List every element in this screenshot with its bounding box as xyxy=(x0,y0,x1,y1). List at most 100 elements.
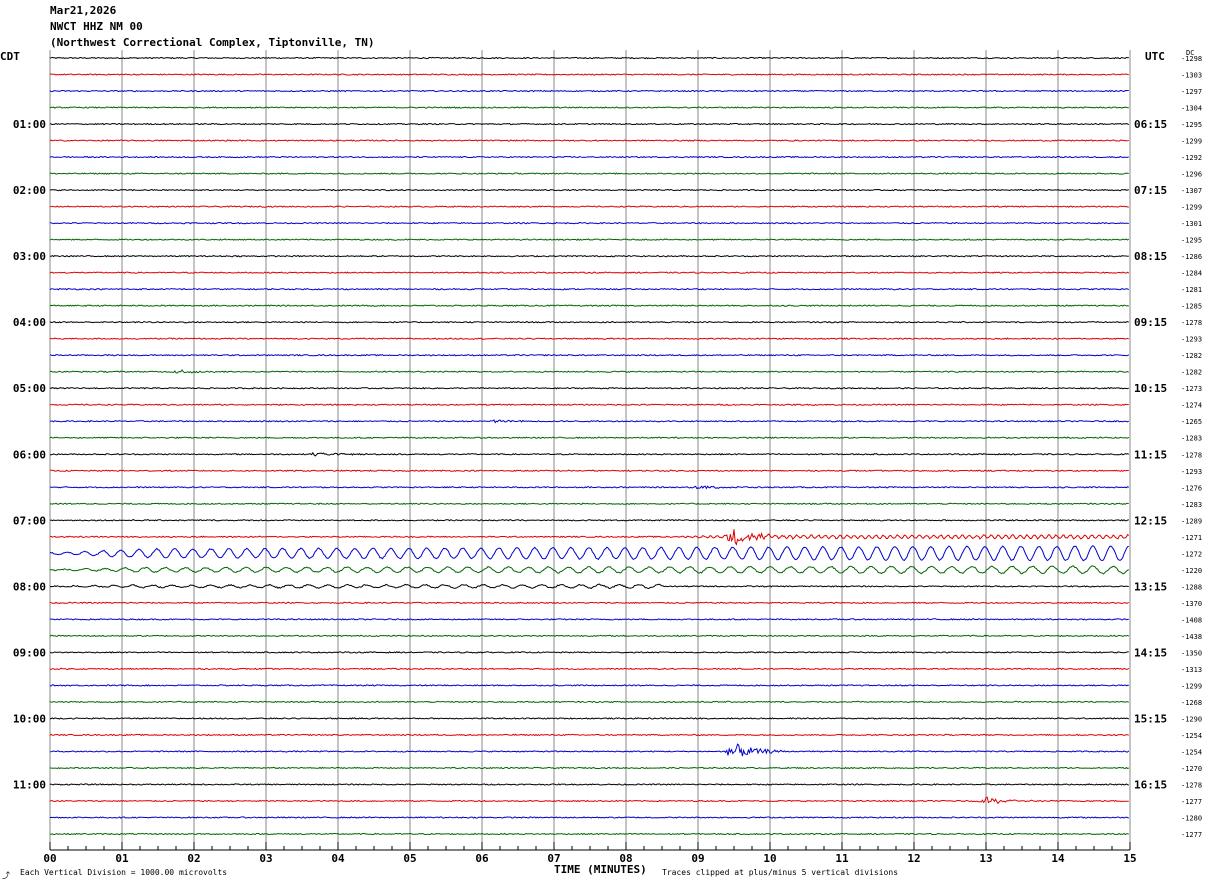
trace-row-21 xyxy=(49,403,1129,406)
trace-row-41 xyxy=(49,733,1129,737)
dc-offset-label: -1290 xyxy=(1181,715,1202,723)
trace-row-39 xyxy=(49,700,1130,704)
dc-offset-label: -1270 xyxy=(1181,765,1202,773)
dc-offset-label: -1299 xyxy=(1181,204,1202,212)
dc-offset-label: -1303 xyxy=(1181,72,1202,80)
trace-row-7 xyxy=(49,172,1129,175)
dc-offset-label: -1280 xyxy=(1181,814,1202,822)
trace-row-44 xyxy=(49,783,1129,786)
dc-offset-label: -1277 xyxy=(1181,831,1202,839)
trace-row-45 xyxy=(49,796,1129,805)
dc-offset-label: -1268 xyxy=(1181,699,1202,707)
dc-offset-label: -1370 xyxy=(1181,600,1202,608)
trace-row-17 xyxy=(49,337,1129,340)
x-tick-label: 11 xyxy=(835,852,849,865)
trace-row-26 xyxy=(49,485,1130,490)
dc-offset-label: -1438 xyxy=(1181,633,1202,641)
trace-row-18 xyxy=(49,353,1130,357)
trace-row-47 xyxy=(49,832,1129,836)
dc-offset-label: -1313 xyxy=(1181,666,1202,674)
left-hour-label: 05:00 xyxy=(13,382,46,395)
x-tick-label: 03 xyxy=(259,852,272,865)
dc-offset-label: -1292 xyxy=(1181,154,1202,162)
dc-offset-label: -1283 xyxy=(1181,501,1202,509)
trace-row-16 xyxy=(49,320,1130,324)
trace-row-38 xyxy=(49,684,1129,687)
trace-row-33 xyxy=(49,601,1130,605)
corner-mark: ⤴ xyxy=(2,871,10,880)
header-date: Mar21,2026 xyxy=(50,4,117,17)
trace-row-25 xyxy=(49,469,1129,472)
x-tick-label: 00 xyxy=(43,852,56,865)
dc-offset-label: -1254 xyxy=(1181,732,1202,740)
dc-offset-label: -1298 xyxy=(1181,55,1202,63)
trace-row-30 xyxy=(49,545,1129,562)
right-hour-label: 09:15 xyxy=(1134,316,1167,329)
trace-row-32 xyxy=(49,583,1129,590)
trace-row-1 xyxy=(49,73,1129,76)
dc-offset-label: -1278 xyxy=(1181,781,1202,789)
right-hour-label: 16:15 xyxy=(1134,778,1167,791)
dc-offset-label: -1297 xyxy=(1181,88,1202,96)
x-tick-label: 06 xyxy=(475,852,489,865)
dc-offset-label: -1284 xyxy=(1181,270,1202,278)
left-hour-label: 02:00 xyxy=(13,184,46,197)
trace-row-4 xyxy=(49,122,1130,126)
trace-row-5 xyxy=(49,139,1129,142)
dc-offset-label: -1299 xyxy=(1181,138,1202,146)
right-hour-label: 14:15 xyxy=(1134,646,1167,659)
dc-offset-label: -1288 xyxy=(1181,583,1202,591)
dc-offset-label: -1276 xyxy=(1181,484,1202,492)
dc-offset-label: -1272 xyxy=(1181,550,1202,558)
left-hour-label: 03:00 xyxy=(13,250,46,263)
dc-offset-label: -1283 xyxy=(1181,435,1202,443)
left-hour-label: 01:00 xyxy=(13,118,46,131)
dc-offset-label: -1408 xyxy=(1181,616,1202,624)
dc-offset-label: -1220 xyxy=(1181,567,1202,575)
right-hour-label: 15:15 xyxy=(1134,712,1167,725)
right-hour-label: 11:15 xyxy=(1134,448,1167,461)
right-hour-label: 08:15 xyxy=(1134,250,1167,263)
header-station: NWCT HHZ NM 00 xyxy=(50,20,143,33)
trace-row-15 xyxy=(49,304,1129,307)
x-tick-label: 10 xyxy=(763,852,776,865)
dc-offset-label: -1277 xyxy=(1181,798,1202,806)
right-hour-label: 07:15 xyxy=(1134,184,1167,197)
dc-offset-label: -1289 xyxy=(1181,517,1202,525)
left-hour-label: 09:00 xyxy=(13,646,46,659)
dc-offset-label: -1304 xyxy=(1181,105,1202,113)
trace-row-9 xyxy=(49,205,1129,208)
x-tick-label: 13 xyxy=(979,852,992,865)
x-tick-label: 09 xyxy=(691,852,704,865)
left-hour-label: 06:00 xyxy=(13,448,46,461)
trace-row-20 xyxy=(49,386,1129,390)
dc-offset-label: -1278 xyxy=(1181,451,1202,459)
trace-row-27 xyxy=(49,502,1129,506)
dc-offset-label: -1274 xyxy=(1181,402,1202,410)
trace-row-19 xyxy=(49,369,1129,374)
x-tick-label: 12 xyxy=(907,852,920,865)
trace-row-14 xyxy=(49,287,1130,291)
trace-row-24 xyxy=(50,451,1130,457)
dc-offset-label: -1282 xyxy=(1181,369,1202,377)
trace-row-28 xyxy=(49,519,1129,522)
dc-offset-label: -1285 xyxy=(1181,303,1202,311)
trace-row-36 xyxy=(49,651,1129,654)
x-tick-label: 15 xyxy=(1123,852,1136,865)
x-tick-label: 04 xyxy=(331,852,345,865)
x-tick-label: 05 xyxy=(403,852,416,865)
dc-offset-label: -1281 xyxy=(1181,286,1202,294)
trace-row-46 xyxy=(49,816,1129,819)
dc-offset-label: -1286 xyxy=(1181,253,1202,261)
right-hour-label: 12:15 xyxy=(1134,514,1167,527)
left-hour-label: 08:00 xyxy=(13,580,46,593)
x-tick-label: 07 xyxy=(547,852,560,865)
trace-row-31 xyxy=(49,565,1130,575)
right-hour-label: 06:15 xyxy=(1134,118,1167,131)
trace-row-13 xyxy=(49,271,1130,274)
left-hour-label: 04:00 xyxy=(13,316,46,329)
dc-offset-label: -1299 xyxy=(1181,682,1202,690)
dc-label: DC xyxy=(1186,49,1195,57)
dc-offset-label: -1254 xyxy=(1181,748,1202,756)
